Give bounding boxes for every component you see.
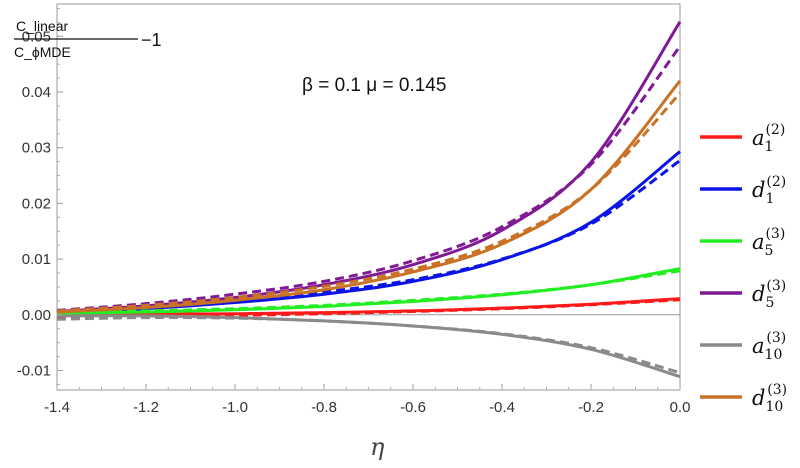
y-label-denominator: C_ϕMDE [14,44,71,60]
y-axis-label: C_linear C_ϕMDE −1 [14,18,162,60]
y-tick-label: 0.05 [22,28,51,45]
legend: a1(2) d1(2) a5(3) d5(3) a10(3) d10(3) [700,122,787,415]
series-solid-d1(2) [56,150,681,315]
legend-item-d10(3): d10(3) [700,382,787,415]
legend-item-d5(3): d5(3) [700,278,786,311]
legend-label: d10(3) [752,382,787,415]
y-tick-label: 0.04 [22,84,51,101]
series-solid-a1(2) [56,297,681,317]
x-tick-label: -0.4 [489,399,515,416]
x-tick-label: -1.0 [222,399,248,416]
legend-item-a5(3): a5(3) [700,226,785,259]
x-tick-label: -1.2 [133,399,159,416]
y-tick-label: 0.02 [22,195,51,212]
axis-ticks: -1.4 -1.2 -1.0 -0.8 -0.6 -0.4 -0.2 0.0 -0.01 0.00… [17,7,691,416]
y-tick-label: 0.00 [22,307,51,324]
x-tick-label: -1.4 [44,399,70,416]
y-tick-label: 0.03 [22,140,51,157]
series-solid-d5(3) [56,21,682,313]
parameter-annotation: β = 0.1 μ = 0.145 [302,75,446,96]
y-label-suffix: −1 [141,30,162,50]
x-tick-label: -0.6 [400,399,426,416]
legend-item-d1(2): d1(2) [700,174,786,207]
legend-item-a1(2): a1(2) [700,122,785,155]
series-dashed-a10(3) [56,316,681,375]
series-solid-d10(3) [56,79,682,314]
series-solid-a5(3) [56,267,681,315]
legend-label: a5(3) [752,226,785,259]
x-tick-label: 0.0 [670,399,691,416]
y-tick-label: -0.01 [17,363,51,380]
plot-border [56,3,681,391]
legend-label: a1(2) [752,122,785,155]
legend-label: a10(3) [752,330,786,363]
y-label-numerator: C_linear [16,18,68,34]
series-solid-a10(3) [56,314,681,379]
y-tick-label: 0.01 [22,251,51,268]
x-tick-label: -0.8 [311,399,337,416]
series-dashed-d10(3) [56,92,682,313]
legend-label: d5(3) [752,278,786,311]
legend-item-a10(3): a10(3) [700,330,786,363]
x-axis-label: η [370,433,385,461]
legend-label: d1(2) [752,174,786,207]
plot-frame [56,3,681,391]
series-lines [56,21,682,379]
x-tick-label: -0.2 [578,399,604,416]
